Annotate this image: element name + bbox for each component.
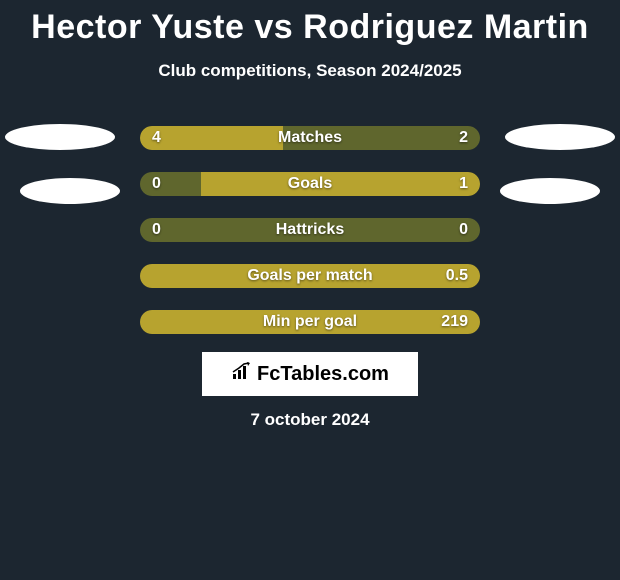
- stat-row: Min per goal219: [140, 310, 480, 334]
- logo-text: FcTables.com: [257, 363, 389, 386]
- stat-row: 4Matches2: [140, 126, 480, 150]
- comparison-title: Hector Yuste vs Rodriguez Martin: [0, 0, 620, 47]
- vs-text: vs: [254, 8, 293, 46]
- player1-name: Hector Yuste: [31, 8, 244, 46]
- stat-label: Matches: [140, 126, 480, 150]
- stat-label: Goals per match: [140, 264, 480, 288]
- stat-row: Goals per match0.5: [140, 264, 480, 288]
- stat-value-right: 219: [441, 310, 468, 334]
- subtitle: Club competitions, Season 2024/2025: [0, 61, 620, 81]
- stat-value-right: 0: [459, 218, 468, 242]
- player1-badge-top: [5, 124, 115, 150]
- stat-label: Min per goal: [140, 310, 480, 334]
- stat-row: 0Hattricks0: [140, 218, 480, 242]
- player2-badge-mid: [500, 178, 600, 204]
- player2-name: Rodriguez Martin: [303, 8, 589, 46]
- stat-value-right: 2: [459, 126, 468, 150]
- stat-label: Hattricks: [140, 218, 480, 242]
- chart-icon: [231, 362, 253, 386]
- stat-row: 0Goals1: [140, 172, 480, 196]
- stat-value-right: 1: [459, 172, 468, 196]
- date: 7 october 2024: [0, 410, 620, 430]
- logo-box: FcTables.com: [202, 352, 418, 396]
- stat-bars: 4Matches20Goals10Hattricks0Goals per mat…: [140, 126, 480, 356]
- player1-badge-mid: [20, 178, 120, 204]
- stat-label: Goals: [140, 172, 480, 196]
- stat-value-right: 0.5: [446, 264, 468, 288]
- logo: FcTables.com: [231, 362, 389, 386]
- player2-badge-top: [505, 124, 615, 150]
